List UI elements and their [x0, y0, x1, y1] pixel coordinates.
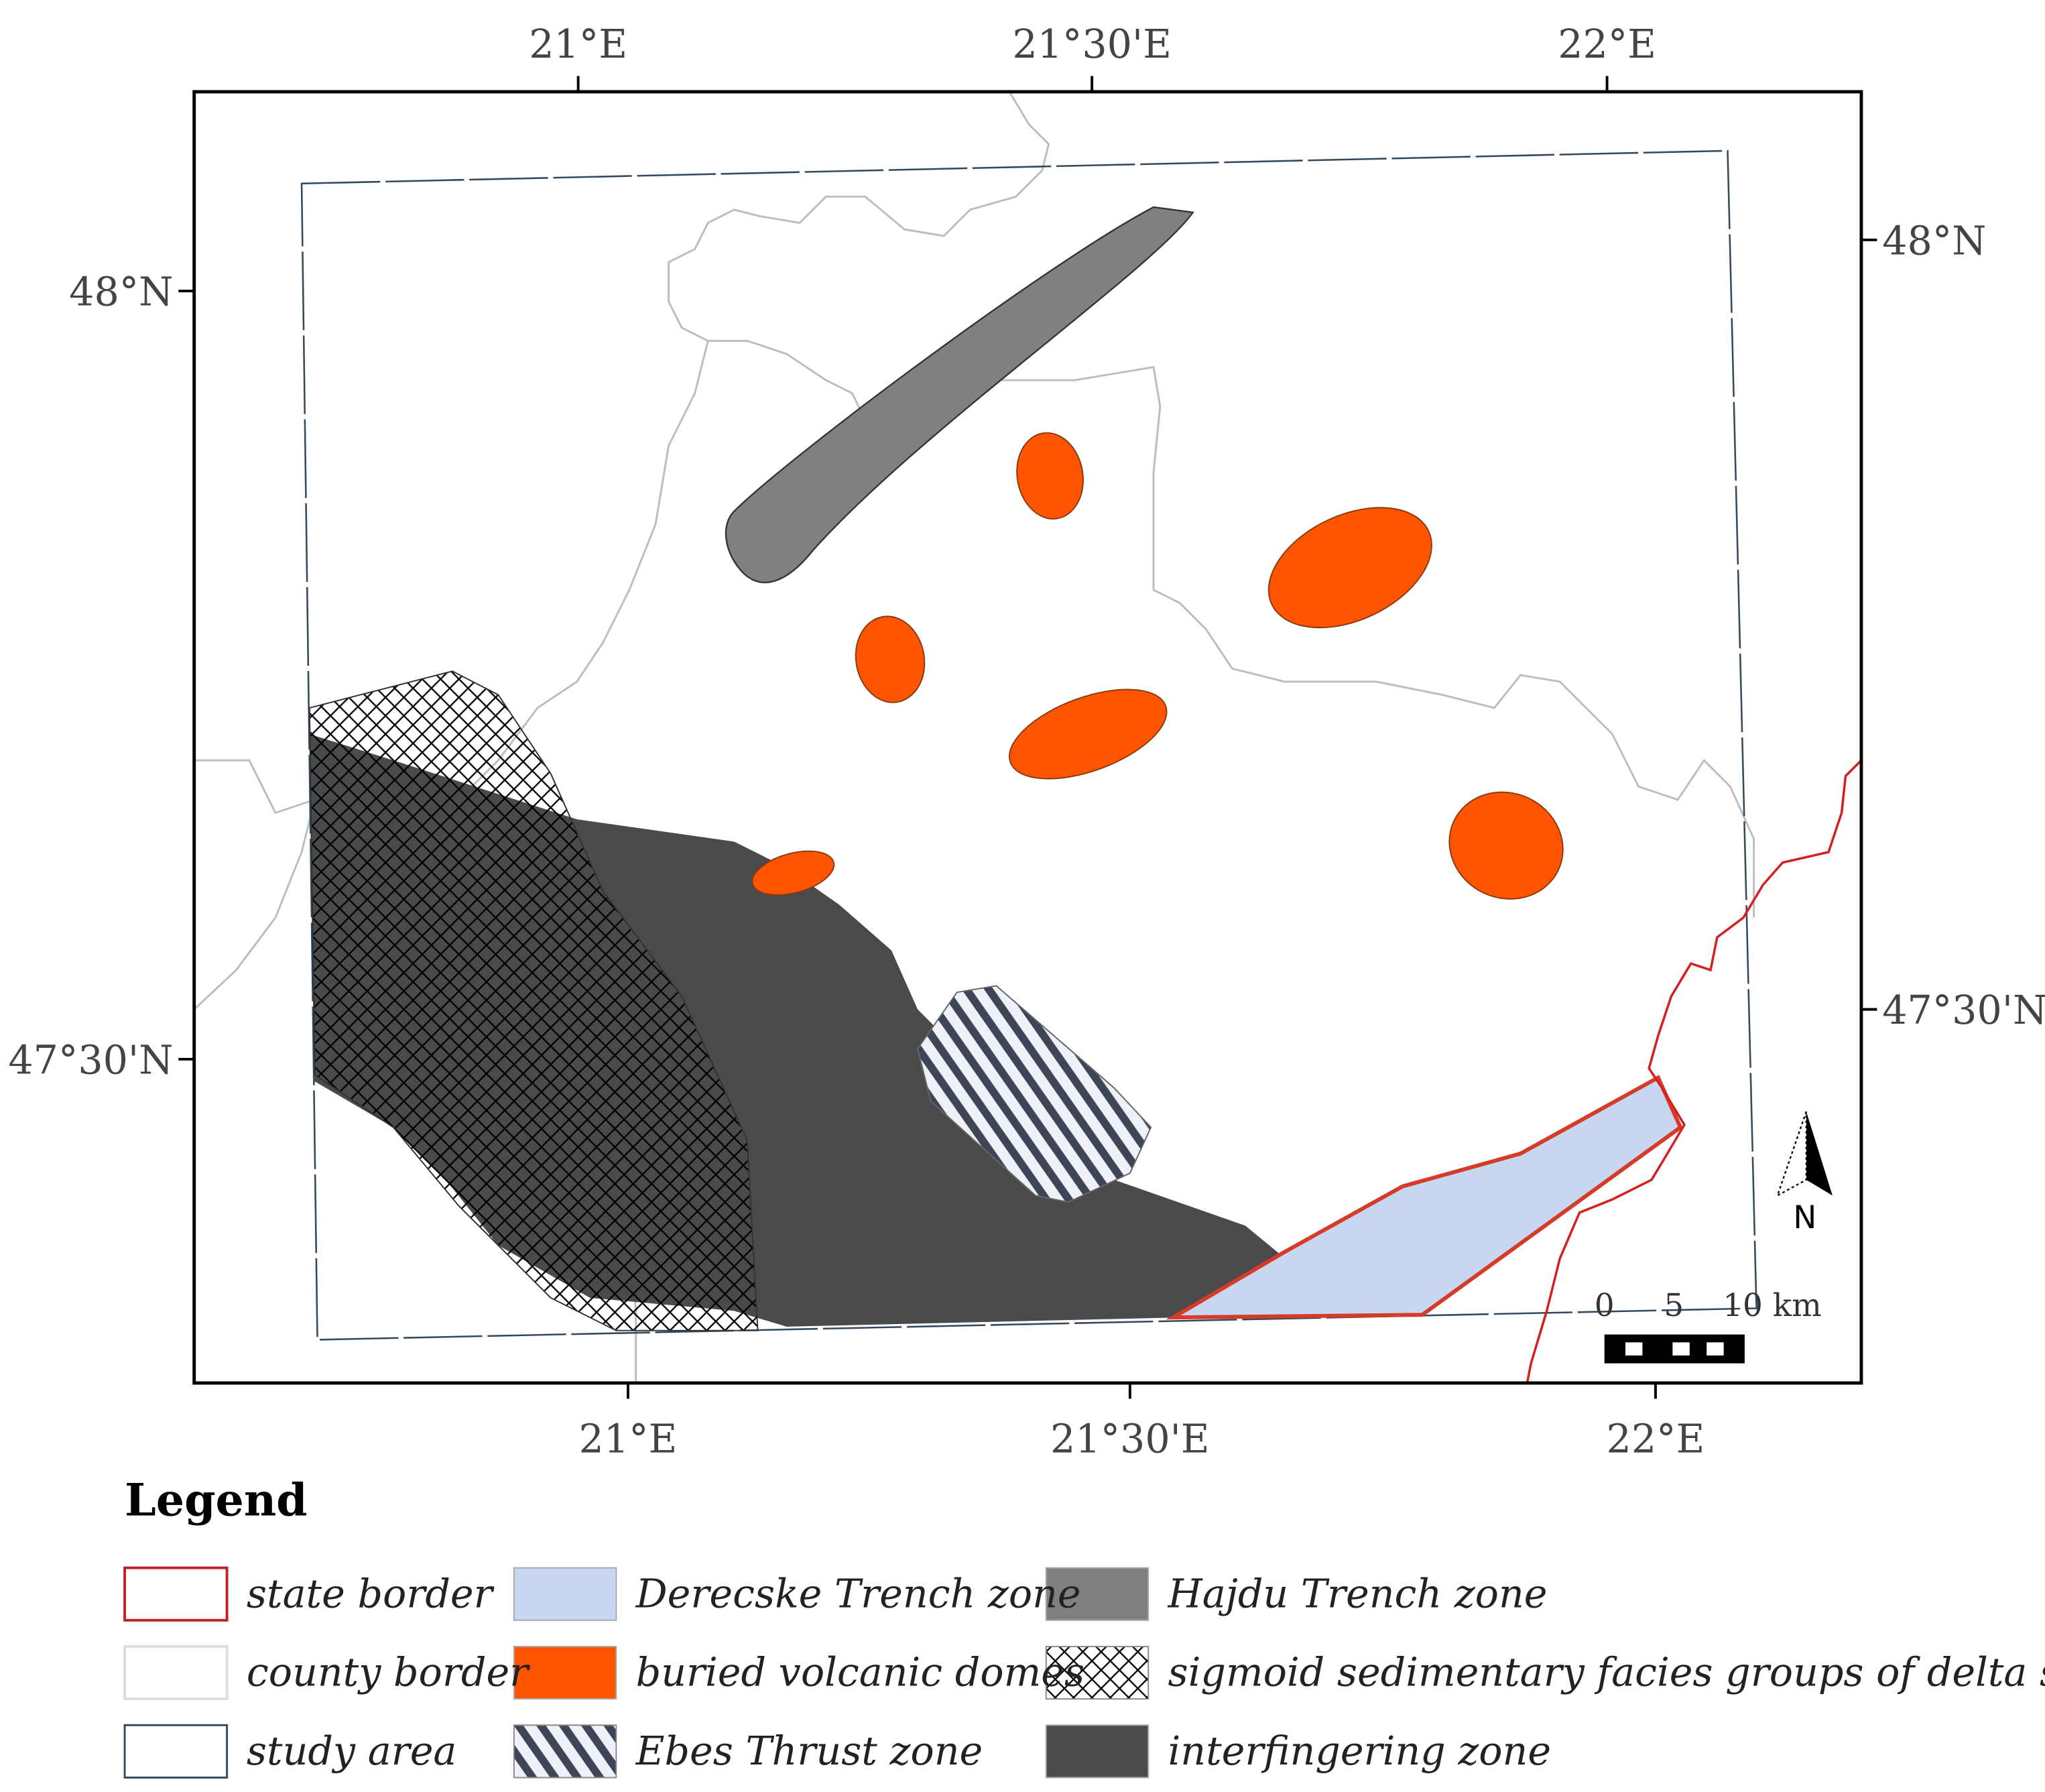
- tick-label: 21°E: [529, 21, 627, 67]
- legend-label: Derecske Trench zone: [635, 1571, 1081, 1616]
- tick-label: 21°30'E: [1050, 1417, 1210, 1462]
- legend-swatch: [1045, 1645, 1150, 1700]
- legend-label: study area: [247, 1728, 456, 1774]
- legend-swatch: [1045, 1724, 1150, 1779]
- dome: [1448, 791, 1564, 900]
- legend-swatch: [513, 1567, 617, 1621]
- legend-label: Hajdu Trench zone: [1168, 1571, 1548, 1616]
- legend-label: sigmoid sedimentary facies groups of del…: [1168, 1650, 2045, 1695]
- legend-label: buried volcanic domes: [636, 1650, 1085, 1695]
- legend-swatch: [513, 1645, 617, 1700]
- dome: [1009, 689, 1168, 780]
- scale-label: 0: [1595, 1287, 1615, 1324]
- legend-label: state border: [247, 1571, 495, 1616]
- tick-label: 21°30'E: [1012, 21, 1172, 67]
- dome: [1267, 507, 1432, 629]
- study-area: [300, 150, 1757, 1341]
- tick-label: 22°E: [1558, 21, 1656, 67]
- tick-label: 47°30'N: [1882, 988, 2045, 1033]
- county-border: [193, 799, 316, 1010]
- scale-bar: 0 5 10 km: [1595, 1287, 1822, 1364]
- volcanic-domes: [751, 432, 1564, 900]
- dome: [855, 615, 926, 703]
- tick-label: 48°N: [1882, 218, 1986, 263]
- state-border: [1526, 759, 1863, 1384]
- derecske-trench: [1166, 1075, 1683, 1320]
- legend-title: Legend: [125, 1474, 308, 1526]
- dome: [751, 850, 835, 896]
- tick-label: 22°E: [1607, 1417, 1705, 1462]
- north-label: N: [1793, 1199, 1816, 1236]
- legend-swatch: [1045, 1567, 1150, 1621]
- legend-label: interfingering zone: [1168, 1728, 1551, 1774]
- map-area: 21°E 21°30'E 22°E 21°E 21°30'E 22°E 48°N…: [8, 21, 2045, 1462]
- map-frame: [192, 90, 1863, 1385]
- legend: Legend state border county border study …: [123, 1474, 2045, 1779]
- legend-swatch: [123, 1645, 229, 1701]
- hajdu-trench: [725, 206, 1194, 583]
- legend-swatch: [123, 1724, 229, 1779]
- legend-label: Ebes Thrust zone: [635, 1728, 983, 1774]
- dome: [1016, 432, 1084, 520]
- tick-label: 21°E: [579, 1417, 678, 1462]
- legend-swatch: [513, 1724, 617, 1779]
- legend-swatch: [123, 1566, 229, 1622]
- ebes-thrust: [917, 985, 1152, 1203]
- scale-label: 10 km: [1723, 1287, 1822, 1324]
- scale-label: 5: [1664, 1287, 1684, 1324]
- graticule-ticks: [178, 76, 1877, 1399]
- tick-label: 47°30'N: [8, 1037, 173, 1083]
- legend-label: county border: [247, 1650, 530, 1695]
- tick-label: 48°N: [69, 270, 173, 315]
- sigmoid-facies: [308, 670, 759, 1331]
